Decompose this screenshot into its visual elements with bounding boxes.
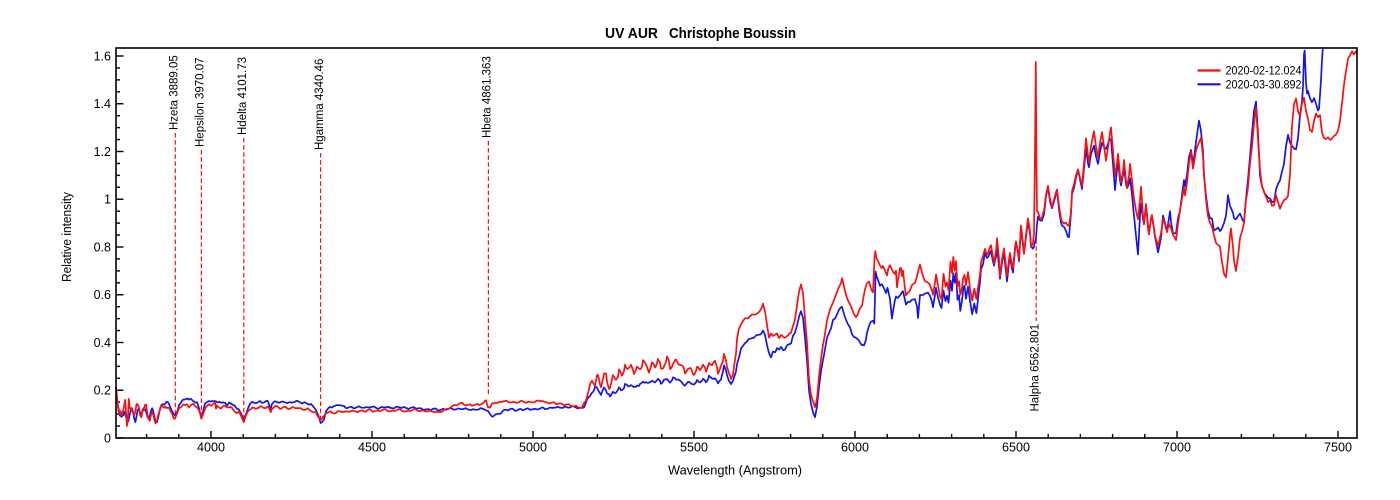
svg-text:7500: 7500 — [1324, 441, 1352, 455]
svg-text:2020-03-30.892: 2020-03-30.892 — [1226, 79, 1302, 91]
svg-text:Hepsilon 3970.07: Hepsilon 3970.07 — [195, 57, 207, 147]
svg-text:Hbeta 4861.363: Hbeta 4861.363 — [482, 56, 494, 138]
svg-text:7000: 7000 — [1163, 441, 1191, 455]
svg-text:6500: 6500 — [1002, 441, 1030, 455]
svg-text:1.6: 1.6 — [94, 49, 111, 63]
svg-text:2020-02-12.024: 2020-02-12.024 — [1226, 66, 1303, 78]
svg-text:Wavelength (Angstrom): Wavelength (Angstrom) — [668, 463, 802, 478]
svg-text:1: 1 — [104, 193, 111, 207]
svg-text:0.4: 0.4 — [94, 336, 111, 350]
svg-text:5500: 5500 — [680, 441, 708, 455]
svg-text:0.6: 0.6 — [94, 288, 111, 302]
svg-text:Hzeta 3889.05: Hzeta 3889.05 — [169, 55, 181, 130]
svg-text:0.2: 0.2 — [94, 384, 111, 398]
svg-text:Hdelta 4101.73: Hdelta 4101.73 — [237, 57, 249, 135]
svg-text:Christophe Boussin: Christophe Boussin — [669, 26, 796, 42]
svg-text:0: 0 — [104, 431, 111, 445]
svg-text:4000: 4000 — [197, 441, 225, 455]
svg-text:1.4: 1.4 — [94, 97, 111, 111]
svg-text:6000: 6000 — [841, 441, 869, 455]
svg-text:4500: 4500 — [358, 441, 386, 455]
svg-text:Relative intensity: Relative intensity — [59, 192, 74, 282]
svg-text:5000: 5000 — [519, 441, 547, 455]
svg-text:0.8: 0.8 — [94, 240, 111, 254]
svg-text:UV AUR: UV AUR — [605, 26, 658, 42]
svg-text:Hgamma 4340.46: Hgamma 4340.46 — [314, 59, 326, 150]
svg-text:Halpha 6562.801: Halpha 6562.801 — [1029, 324, 1041, 412]
svg-text:1.2: 1.2 — [94, 145, 111, 159]
